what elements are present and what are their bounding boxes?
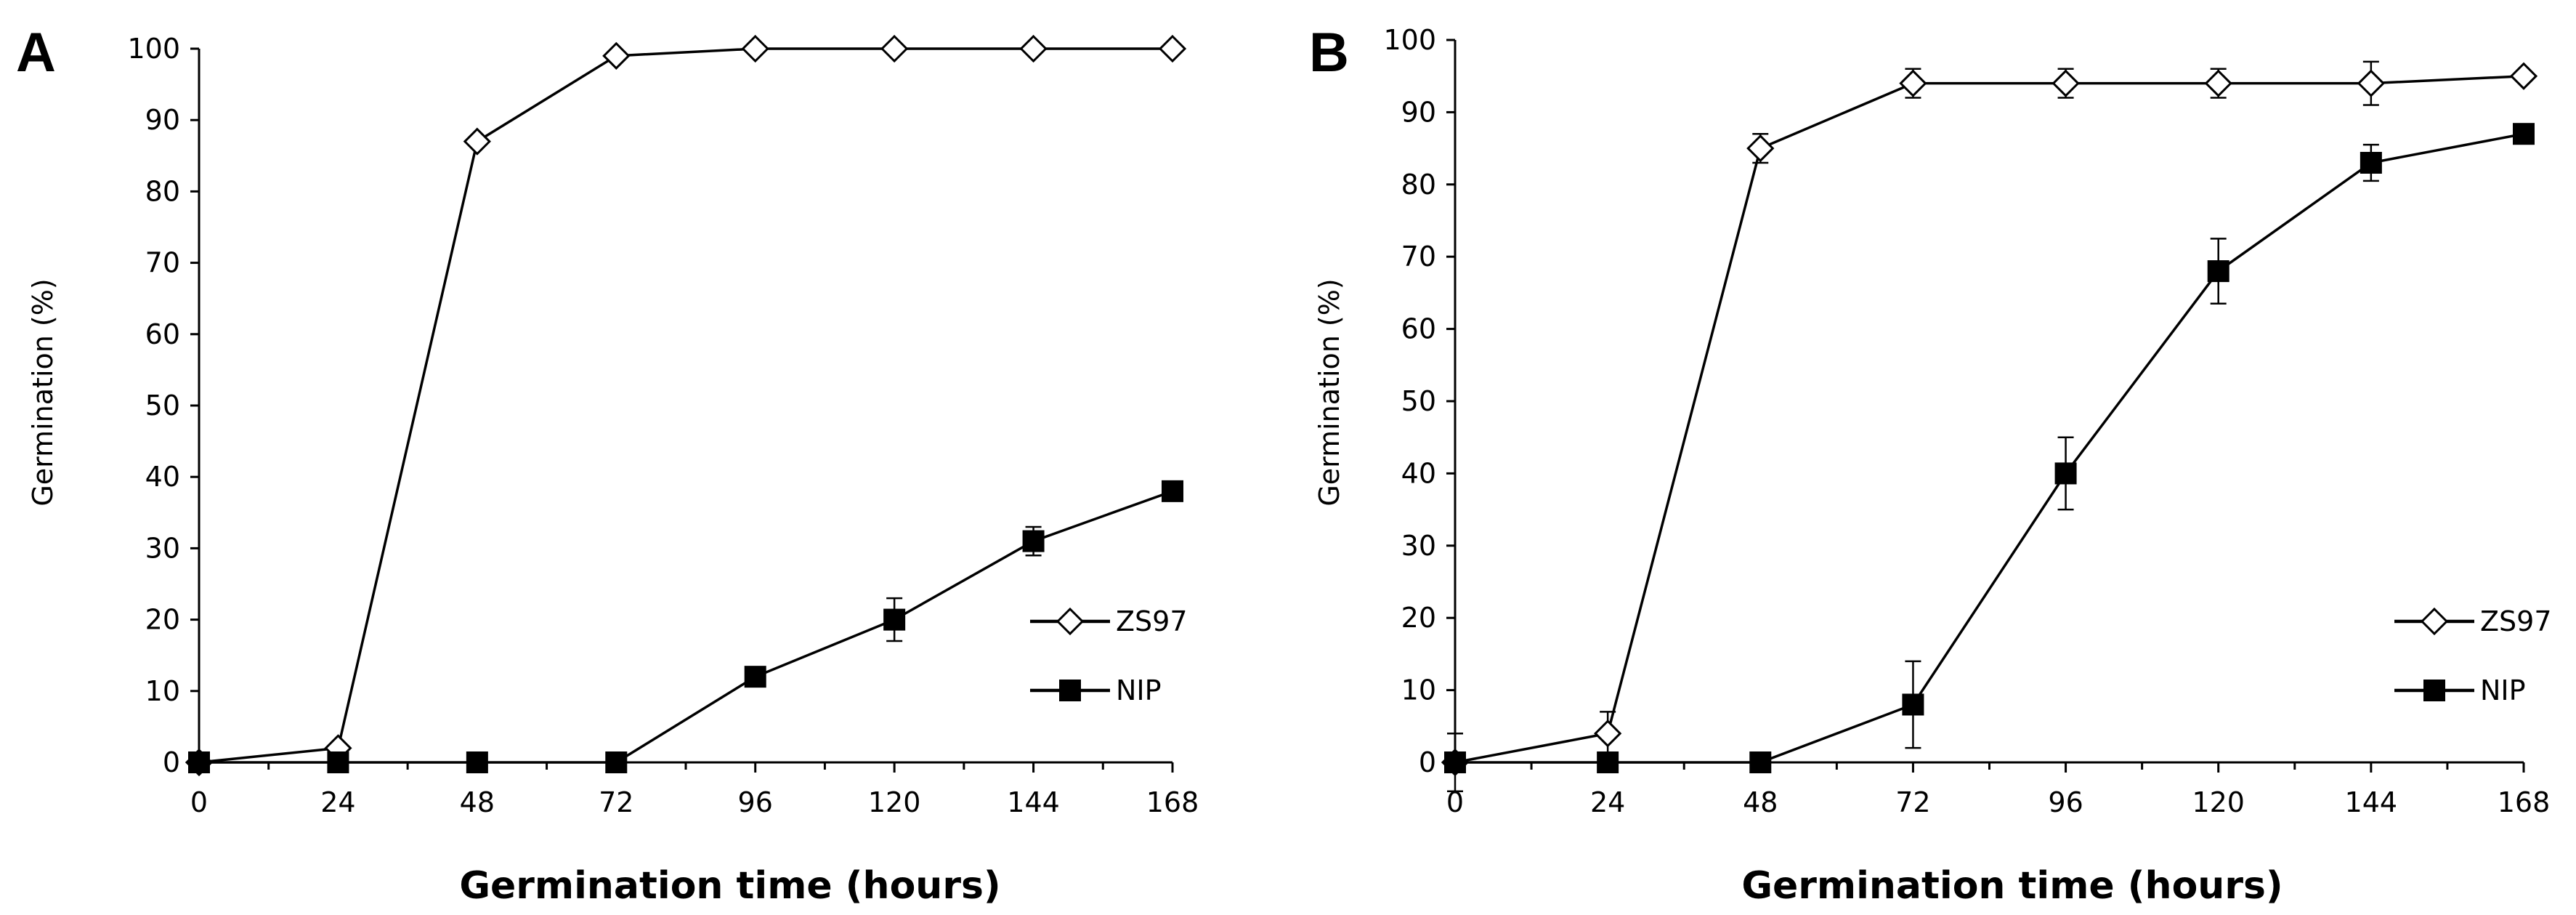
- panel-b-y-tick-label: 0: [1419, 746, 1436, 778]
- panel-a-x-tick-label: 0: [190, 786, 208, 818]
- panel-a-x-tick-label: 48: [460, 786, 495, 818]
- panel-a-y-tick-label: 70: [145, 247, 180, 279]
- panel-a-x-tick-label: 168: [1146, 786, 1199, 818]
- panel-b-nip-point: [1902, 693, 1924, 716]
- panel-b-nip-point: [1444, 751, 1466, 773]
- panel-b-y-tick-label: 80: [1401, 169, 1436, 201]
- panel-b-zs97-point: [2509, 62, 2538, 90]
- panel-b-y-tick-label: 50: [1401, 385, 1436, 417]
- panel-a-y-tick-label: 60: [145, 318, 180, 350]
- panel-a-nip-point: [1022, 530, 1045, 552]
- panel-b-x-tick-label: 48: [1743, 786, 1778, 818]
- panel-a-legend-nip-marker: [1059, 680, 1081, 701]
- panel-b-nip-point: [1597, 751, 1619, 773]
- panel-a-y-tick-label: 80: [145, 175, 180, 207]
- panel-a-zs97-point: [741, 34, 769, 63]
- panel-b-nip-point: [2513, 123, 2535, 145]
- panel-a-y-axis-title: Germination (%): [27, 278, 59, 506]
- panel-a-nip-point: [744, 666, 766, 688]
- panel-a-y-tick-label: 20: [145, 604, 180, 636]
- panel-b-x-tick-label: 144: [2345, 786, 2398, 818]
- panel-a-y-tick-label: 0: [163, 746, 180, 778]
- panel-b-nip-point: [1749, 751, 1772, 773]
- panel-a-nip-point: [1162, 480, 1183, 502]
- panel-b-zs97-point: [2204, 69, 2232, 97]
- panel-b-legend-zs97-marker: [2420, 607, 2449, 636]
- panel-b-zs97-point: [1746, 134, 1775, 163]
- panel-b-zs97-series-line: [1454, 74, 2524, 764]
- panel-a-x-tick-label: 72: [599, 786, 633, 818]
- panel-a-x-tick-label: 96: [738, 786, 773, 818]
- panel-b-y-tick-label: 100: [1383, 24, 1436, 56]
- panel-b-x-tick-label: 96: [2048, 786, 2083, 818]
- panel-b-y-tick-label: 60: [1401, 313, 1436, 345]
- panel-a-x-tick-label: 144: [1007, 786, 1060, 818]
- panel-b-y-tick-label: 10: [1401, 674, 1436, 706]
- panel-b-y-tick-label: 30: [1401, 530, 1436, 562]
- panel-b-x-tick-label: 24: [1590, 786, 1625, 818]
- panel-b-letter: B: [1309, 22, 1349, 84]
- panel-a-y-tick-label: 50: [145, 390, 180, 422]
- panel-b-y-tick-label: 20: [1401, 602, 1436, 634]
- panel-a-zs97-point: [1019, 34, 1048, 63]
- panel-a-y-tick-label: 100: [127, 33, 180, 65]
- panel-b-zs97-point: [2052, 69, 2080, 97]
- panel-a-zs97-point: [880, 34, 909, 63]
- panel-b-nip-series-line: [1455, 132, 2524, 764]
- panel-a-zs97-series-line: [198, 47, 1172, 764]
- panel-b-zs97-point: [1899, 69, 1927, 97]
- panel-b-legend-nip-marker: [2423, 680, 2445, 701]
- panel-a-x-axis-title: Germination time (hours): [459, 864, 1000, 908]
- panel-b-x-axis-title: Germination time (hours): [1741, 864, 2283, 908]
- panel-a-legend-zs97-label: ZS97: [1116, 605, 1188, 637]
- panel-b-x-tick-label: 120: [2192, 786, 2245, 818]
- panel-a-nip-point: [605, 751, 628, 773]
- panel-a-legend-nip-label: NIP: [1116, 674, 1162, 706]
- panel-b-y-tick-label: 90: [1401, 96, 1436, 128]
- panel-a-x-tick-label: 120: [868, 786, 921, 818]
- panel-b-x-tick-label: 168: [2498, 786, 2551, 818]
- panel-b-zs97-point: [2357, 69, 2385, 97]
- panel-a-nip-point: [327, 751, 349, 773]
- panel-a-y-tick-label: 10: [145, 675, 180, 707]
- panel-b-nip-point: [2360, 151, 2382, 174]
- panel-b-y-tick-label: 70: [1401, 241, 1436, 273]
- panel-a-zs97-point: [602, 41, 631, 70]
- panel-a-zs97-point: [463, 127, 491, 156]
- panel-a-legend-zs97-marker: [1056, 607, 1085, 636]
- panel-b-y-tick-label: 40: [1401, 457, 1436, 489]
- panel-a-nip-point: [188, 751, 210, 773]
- panel-a-chart: A Germination time (hours) Germination (…: [16, 22, 1199, 908]
- panel-b-zs97-point: [1594, 719, 1622, 748]
- panel-b-y-axis-title: Germination (%): [1313, 278, 1345, 506]
- panel-b-x-tick-label: 72: [1895, 786, 1930, 818]
- panel-b-legend-zs97-label: ZS97: [2480, 605, 2552, 637]
- panel-a-nip-point: [466, 751, 488, 773]
- panel-a-y-tick-label: 40: [145, 461, 180, 493]
- panel-a-nip-point: [883, 608, 906, 631]
- panel-a-letter: A: [16, 22, 56, 84]
- panel-b-nip-point: [2054, 462, 2077, 485]
- panel-b-chart: B Germination time (hours) Germination (…: [1309, 22, 2552, 908]
- panel-a-zs97-point: [1158, 34, 1187, 63]
- panel-a-y-tick-label: 30: [145, 532, 180, 564]
- panel-a-nip-series-line: [199, 490, 1173, 764]
- panel-b-nip-point: [2207, 260, 2229, 283]
- panel-a-y-tick-label: 90: [145, 104, 180, 136]
- panel-b-legend-nip-label: NIP: [2480, 674, 2526, 706]
- panel-a-x-tick-label: 24: [320, 786, 355, 818]
